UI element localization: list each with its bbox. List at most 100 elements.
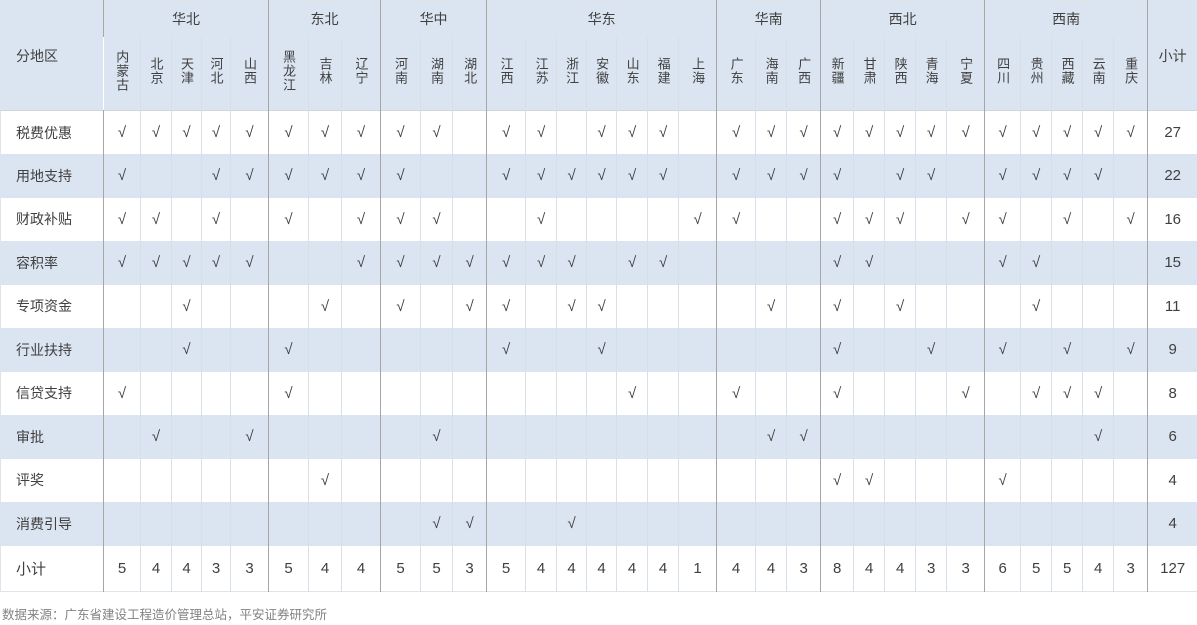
- check-cell: [140, 502, 172, 546]
- row-label: 审批: [0, 415, 104, 459]
- check-cell: √: [647, 110, 679, 154]
- check-cell: [1113, 284, 1148, 328]
- row-label: 容积率: [0, 241, 104, 285]
- check-cell: [420, 154, 453, 198]
- province-header: 四川: [984, 36, 1021, 111]
- check-cell: [452, 415, 487, 459]
- row-label: 信贷支持: [16, 385, 72, 402]
- check-cell: [946, 328, 985, 372]
- province-name: 新疆: [829, 56, 845, 85]
- check-cell: √: [308, 458, 342, 502]
- province-name: 四川: [995, 56, 1011, 85]
- check-cell: [103, 284, 141, 328]
- check-cell: [755, 241, 787, 285]
- check-cell: [171, 154, 202, 198]
- check-cell: [946, 458, 985, 502]
- row-label: 评奖: [16, 472, 44, 489]
- check-cell: √: [308, 154, 342, 198]
- check-cell: [420, 458, 453, 502]
- check-cell: [1020, 328, 1052, 372]
- column-subtotal-cell: 4: [755, 545, 787, 592]
- check-cell: √: [820, 458, 854, 502]
- check-cell: [786, 284, 821, 328]
- check-cell: √: [586, 154, 617, 198]
- province-header: 广东: [716, 36, 756, 111]
- check-cell: √: [884, 154, 916, 198]
- check-cell: √: [786, 110, 821, 154]
- check-cell: [678, 415, 717, 459]
- check-cell: [1020, 415, 1052, 459]
- check-cell: [308, 197, 342, 241]
- check-cell: √: [755, 415, 787, 459]
- check-cell: √: [229, 241, 269, 285]
- province-header: 福建: [647, 36, 679, 111]
- column-subtotal-cell: 5: [486, 545, 526, 592]
- check-cell: [341, 458, 381, 502]
- check-cell: √: [556, 154, 587, 198]
- check-cell: √: [103, 241, 141, 285]
- province-name: 甘肃: [861, 56, 877, 85]
- check-cell: [678, 284, 717, 328]
- province-name: 陕西: [892, 56, 908, 85]
- check-cell: [853, 502, 885, 546]
- check-cell: [268, 502, 309, 546]
- region-header-5: 华南: [716, 0, 821, 37]
- check-cell: [616, 415, 648, 459]
- check-cell: [946, 415, 985, 459]
- column-subtotal-cell: 4: [171, 545, 202, 592]
- check-cell: [915, 197, 947, 241]
- check-cell: √: [486, 241, 526, 285]
- province-header: 广西: [786, 36, 821, 111]
- check-cell: √: [268, 328, 309, 372]
- check-cell: [647, 284, 679, 328]
- check-cell: [647, 415, 679, 459]
- check-cell: [716, 284, 756, 328]
- check-cell: √: [1020, 371, 1052, 415]
- check-cell: √: [229, 415, 269, 459]
- check-cell: [678, 502, 717, 546]
- check-cell: √: [556, 241, 587, 285]
- check-cell: √: [755, 154, 787, 198]
- check-cell: [915, 241, 947, 285]
- row-label: 消费引导: [0, 502, 104, 546]
- check-cell: [755, 371, 787, 415]
- check-cell: √: [140, 241, 172, 285]
- check-cell: [140, 371, 172, 415]
- check-cell: [1113, 458, 1148, 502]
- check-cell: √: [268, 110, 309, 154]
- check-cell: [486, 197, 526, 241]
- check-cell: √: [201, 110, 231, 154]
- column-subtotal-cell: 4: [525, 545, 557, 592]
- check-cell: √: [229, 154, 269, 198]
- column-subtotal-cell: 5: [1051, 545, 1083, 592]
- row-subtotal-cell: 11: [1147, 284, 1197, 328]
- check-cell: √: [229, 110, 269, 154]
- check-cell: √: [820, 154, 854, 198]
- row-subtotal-cell: 27: [1147, 110, 1197, 154]
- province-name: 山东: [624, 56, 640, 85]
- check-cell: [853, 154, 885, 198]
- check-cell: √: [820, 197, 854, 241]
- check-cell: √: [586, 110, 617, 154]
- row-subtotal-cell: 16: [1147, 197, 1197, 241]
- check-cell: [786, 241, 821, 285]
- check-cell: [525, 502, 557, 546]
- check-cell: [716, 241, 756, 285]
- check-cell: [1113, 241, 1148, 285]
- province-header: 山西: [229, 36, 269, 111]
- check-cell: [452, 154, 487, 198]
- check-cell: √: [1082, 415, 1114, 459]
- province-header: 河北: [201, 36, 231, 111]
- check-cell: √: [984, 154, 1021, 198]
- check-cell: √: [171, 241, 202, 285]
- check-cell: [171, 371, 202, 415]
- check-cell: √: [1051, 328, 1083, 372]
- column-subtotal-cell: 4: [647, 545, 679, 592]
- grand-total-cell: 127: [1147, 545, 1197, 592]
- check-cell: [229, 328, 269, 372]
- check-cell: √: [884, 284, 916, 328]
- check-cell: [616, 197, 648, 241]
- check-cell: √: [786, 415, 821, 459]
- check-cell: √: [984, 328, 1021, 372]
- check-cell: √: [755, 110, 787, 154]
